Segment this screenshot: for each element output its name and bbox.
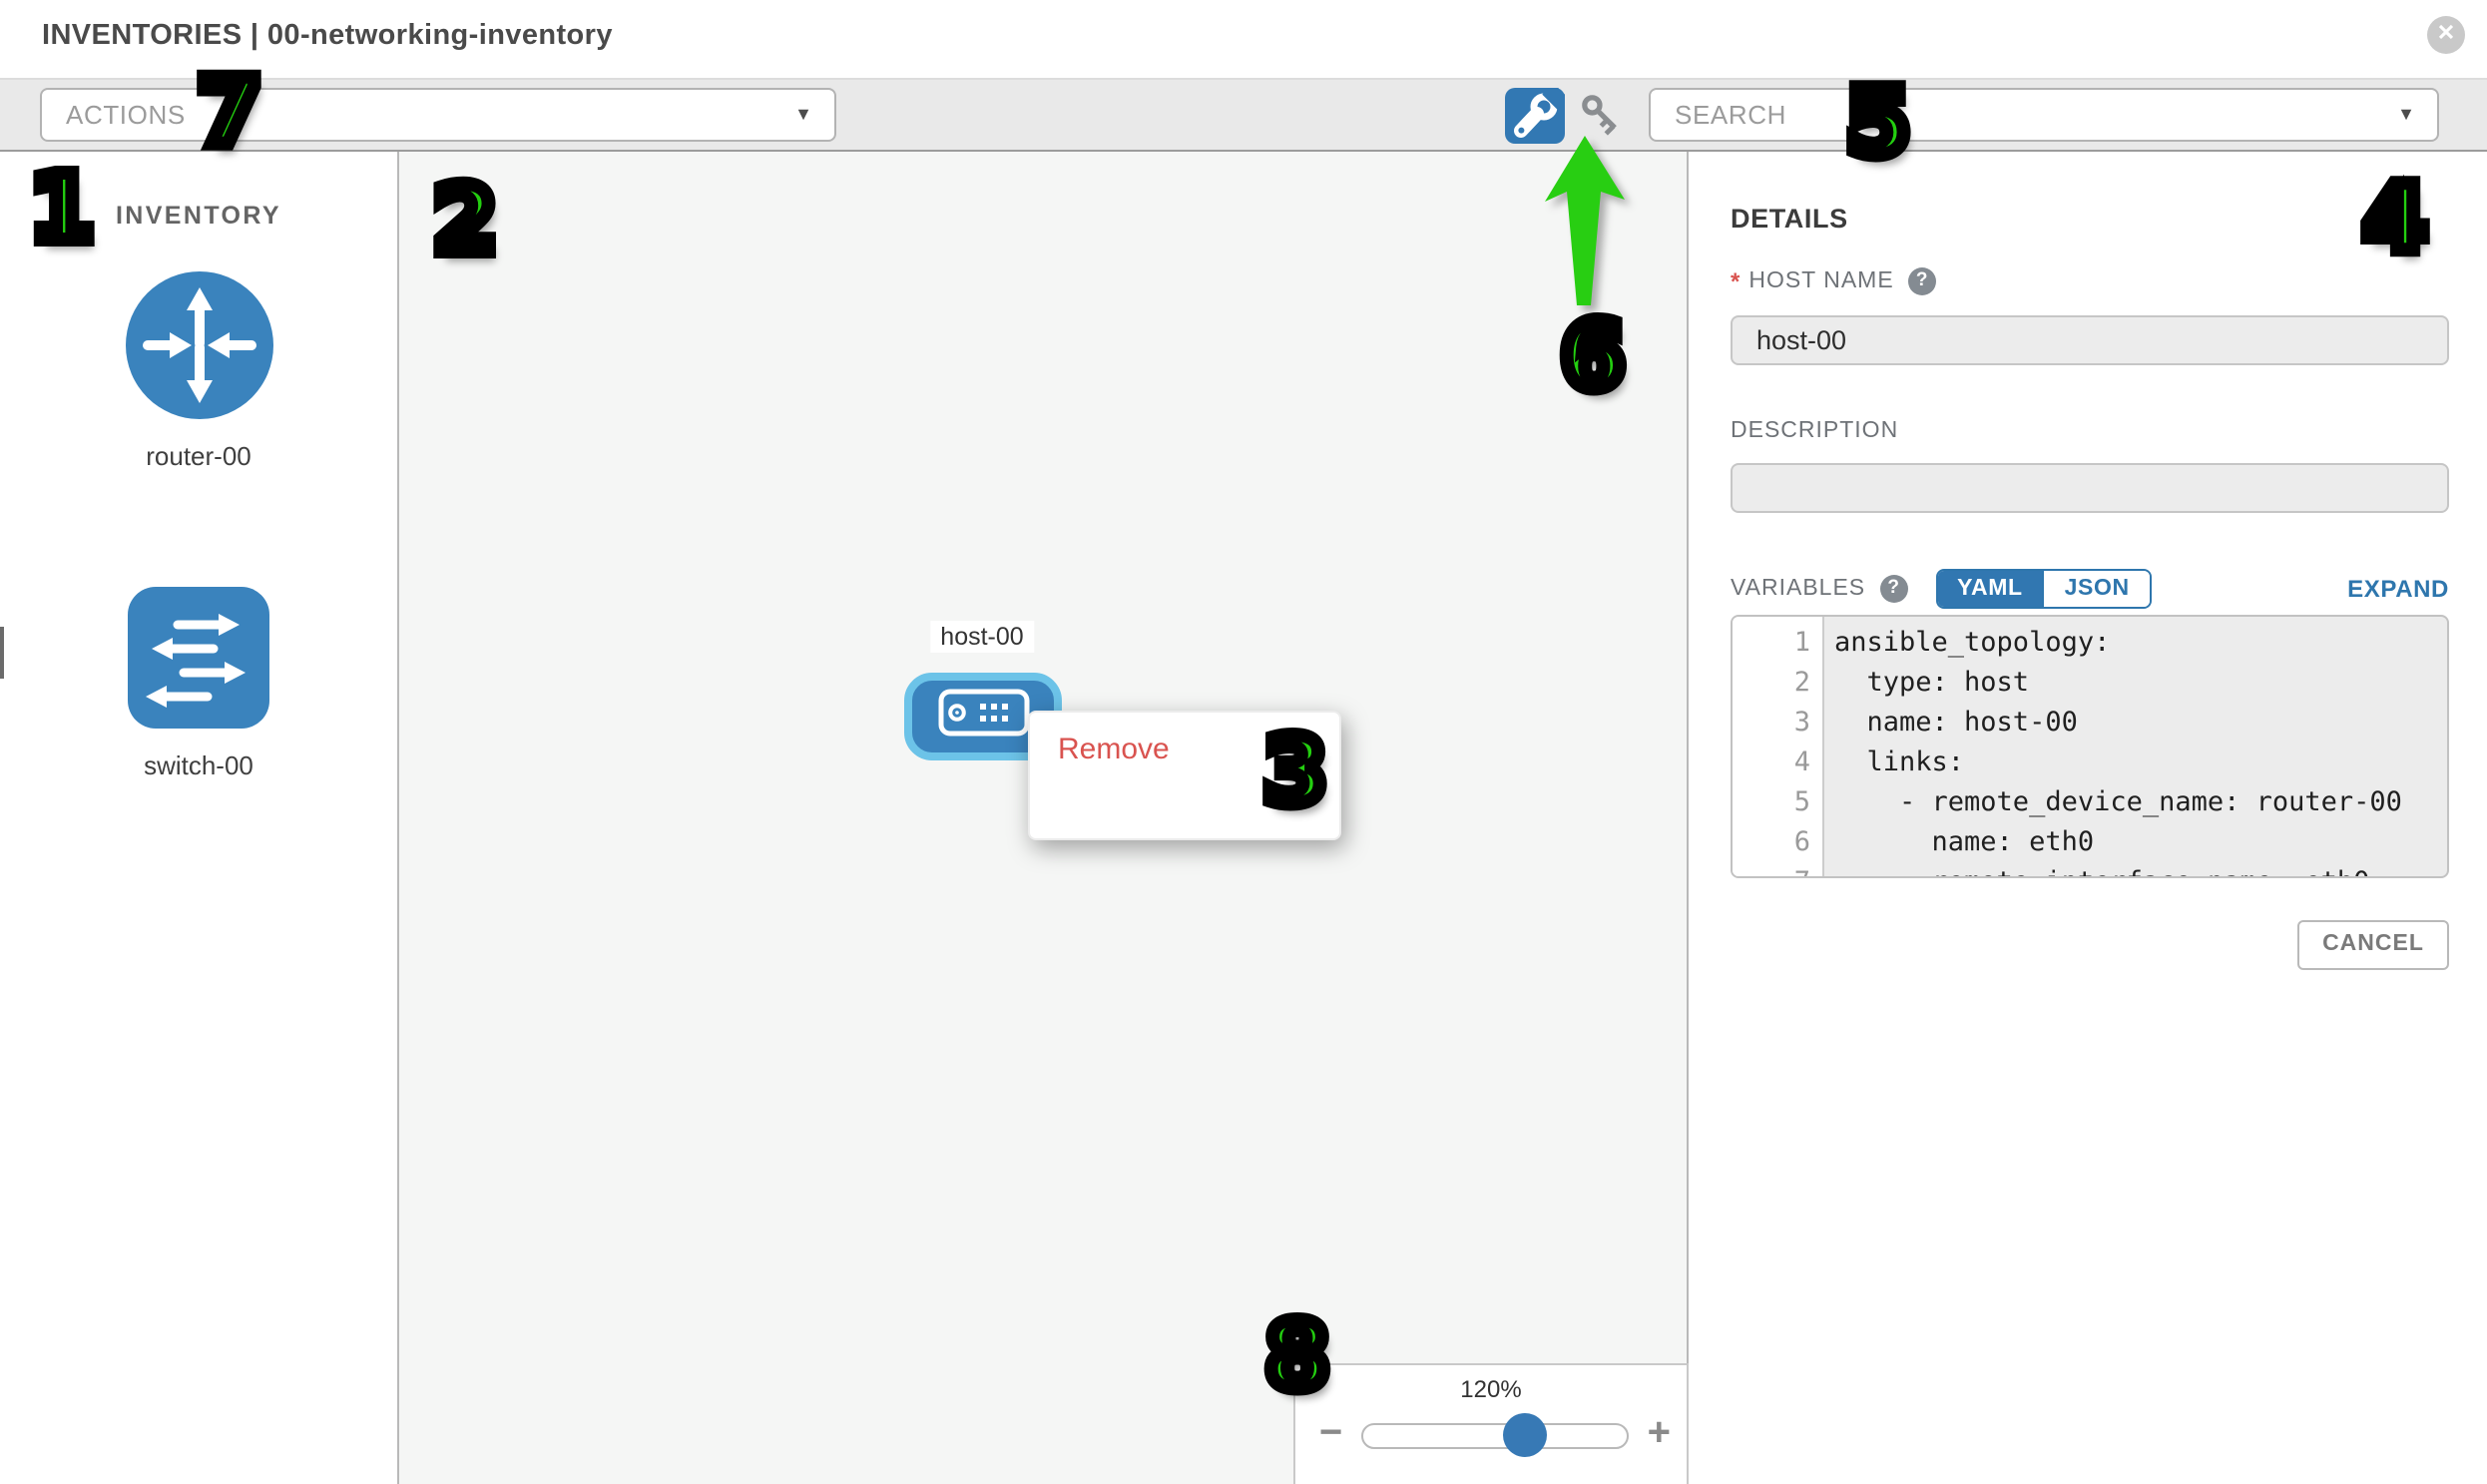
page-header: INVENTORIES | 00-networking-inventory ✕ — [0, 0, 2487, 78]
line-number: 2 — [1793, 667, 1810, 699]
key-button[interactable] — [1575, 90, 1631, 144]
host-name-label-row: * HOST NAME ? — [1731, 267, 2449, 295]
configure-tools-button[interactable] — [1505, 83, 1570, 144]
line-number: 7 — [1733, 862, 1824, 876]
host-icon — [937, 688, 1029, 745]
chevron-down-icon: ▼ — [2397, 104, 2415, 124]
variables-row: VARIABLES ? YAML JSON EXPAND — [1731, 567, 2449, 609]
variables-format-toggle: YAML JSON — [1935, 568, 2152, 608]
line-number: 1 — [1793, 627, 1810, 659]
zoom-level-value: 120% — [1460, 1375, 1522, 1403]
page-title: INVENTORIES | 00-networking-inventory — [42, 20, 613, 52]
zoom-control-panel: 120% − + — [1293, 1363, 1689, 1484]
editor-line: 3 name: host-00 — [1733, 703, 2447, 742]
line-number: 4 — [1793, 746, 1810, 778]
line-text: remote_interface_name: eth0 — [1824, 862, 2370, 876]
zoom-in-button[interactable]: + — [1647, 1411, 1671, 1455]
zoom-slider-thumb[interactable] — [1503, 1413, 1547, 1457]
editor-lines: 1 ansible_topology: 2 type: host 3 name:… — [1733, 617, 2447, 876]
line-text: type: host — [1834, 667, 2030, 699]
node-context-menu: Details Remove — [1028, 711, 1341, 840]
zoom-out-button[interactable]: − — [1319, 1411, 1343, 1455]
sidebar-title: INVENTORY — [115, 202, 282, 230]
topology-canvas[interactable]: host-00 Details Remove 120% − + — [399, 152, 1689, 1484]
expand-link[interactable]: EXPAND — [2347, 574, 2449, 602]
variables-code-editor[interactable]: 1 ansible_topology: 2 type: host 3 name:… — [1731, 615, 2449, 878]
line-number: 5 — [1793, 786, 1810, 818]
line-number: 6 — [1793, 826, 1810, 858]
required-asterisk: * — [1731, 267, 1741, 295]
toolbar: ACTIONS ▼ — [0, 78, 2487, 152]
palette-item-switch[interactable]: switch-00 — [0, 587, 397, 780]
line-text: name: eth0 — [1834, 826, 2095, 858]
key-icon — [1575, 95, 1631, 152]
search-dropdown[interactable]: SEARCH ▼ — [1649, 88, 2439, 142]
help-icon[interactable]: ? — [1879, 574, 1908, 602]
editor-line: 1 ansible_topology: — [1733, 623, 2447, 663]
switch-icon — [128, 587, 269, 737]
host-name-input[interactable]: host-00 — [1731, 315, 2449, 365]
tab-yaml[interactable]: YAML — [1937, 570, 2043, 606]
editor-line: 2 type: host — [1733, 663, 2447, 703]
inventory-sidebar: INVENTORY router-00 — [0, 152, 399, 1484]
actions-dropdown-label: ACTIONS — [66, 100, 186, 130]
chevron-down-icon: ▼ — [794, 104, 812, 124]
wrench-icon — [1505, 83, 1570, 152]
variables-label: VARIABLES — [1731, 576, 1866, 600]
details-heading: DETAILS — [1731, 204, 1848, 234]
details-panel: DETAILS * HOST NAME ? host-00 DESCRIPTIO… — [1691, 152, 2487, 1484]
line-number: 3 — [1793, 707, 1810, 739]
help-icon[interactable]: ? — [1907, 267, 1936, 295]
context-menu-item-remove[interactable]: Remove — [1058, 733, 1170, 766]
description-label-row: DESCRIPTION — [1731, 419, 2449, 443]
line-text: - remote_device_name: router-00 — [1834, 786, 2402, 818]
line-text: links: — [1834, 746, 1965, 778]
search-placeholder: SEARCH — [1675, 100, 1786, 130]
editor-line: 6 name: eth0 — [1733, 822, 2447, 862]
editor-line: 5 - remote_device_name: router-00 — [1733, 782, 2447, 822]
line-text: name: host-00 — [1834, 707, 2078, 739]
zoom-slider-track[interactable] — [1361, 1413, 1629, 1457]
router-icon — [125, 271, 272, 427]
editor-line: 7 remote_interface_name: eth0 — [1733, 862, 2447, 876]
editor-gutter — [1733, 617, 1824, 876]
host-node-label: host-00 — [930, 621, 1034, 653]
palette-item-label: router-00 — [146, 441, 251, 471]
line-text: ansible_topology: — [1834, 627, 2111, 659]
editor-line: 4 links: — [1733, 742, 2447, 782]
host-name-label: HOST NAME — [1748, 269, 1894, 293]
cancel-button[interactable]: CANCEL — [2297, 920, 2449, 970]
actions-dropdown[interactable]: ACTIONS ▼ — [40, 88, 836, 142]
palette-item-router[interactable]: router-00 — [0, 271, 397, 471]
sidebar-scroll-notch — [0, 627, 4, 679]
description-input[interactable] — [1731, 463, 2449, 513]
palette-item-label: switch-00 — [144, 750, 253, 780]
description-label: DESCRIPTION — [1731, 419, 1899, 443]
tab-json[interactable]: JSON — [2042, 570, 2150, 606]
close-icon[interactable]: ✕ — [2427, 16, 2465, 54]
